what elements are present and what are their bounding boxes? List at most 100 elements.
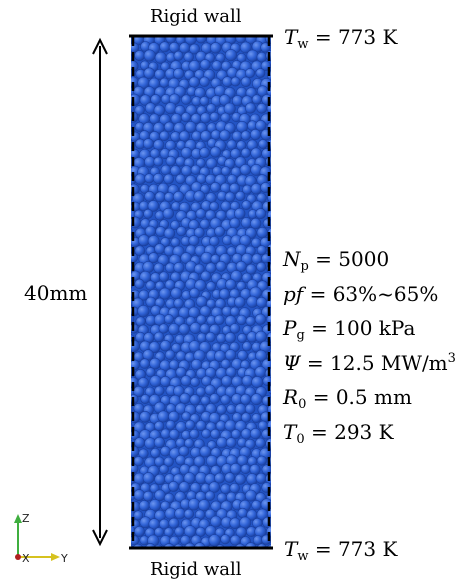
pebble [140,394,151,404]
pebble [142,261,155,273]
pebble [242,341,253,352]
pebble [220,534,231,545]
pebble [239,41,252,54]
pebble [267,508,271,519]
pebble-bed [131,37,271,547]
pebble [194,542,206,547]
pebble [189,43,200,55]
pebble [229,217,241,229]
pebble [251,94,262,105]
value: = 773 K [308,537,398,561]
pebble [175,454,186,466]
pebble [199,96,210,106]
value: = 5000 [308,247,390,271]
pebble [163,173,174,185]
pebble [142,490,154,502]
pebble [137,234,150,247]
param-particle-count: Np = 5000 [283,247,456,282]
value: = 293 K [304,419,394,444]
pebble [220,394,231,405]
pebble [176,226,187,237]
pebble [131,279,134,289]
pebble [225,49,238,62]
pebble [256,226,268,239]
pebble [170,237,181,248]
pebble [198,499,211,512]
pebble [179,392,191,405]
pebble [134,278,145,290]
pebble [134,173,146,185]
pebble [132,543,144,547]
pebble [241,374,254,387]
pebble [134,245,146,256]
subscript: 0 [298,397,307,412]
pebble [173,298,184,309]
pebble [229,517,241,529]
parameter-list: Np = 5000 pf = 63%~65% Pg = 100 kPa Ψ = … [283,247,456,454]
axis-y-label: Y [60,552,68,565]
pebble [160,164,172,176]
pebble [180,375,192,387]
pebble [196,332,207,343]
value: = 12.5 MW/m [300,350,448,375]
pebble [250,217,262,230]
pebble [184,542,196,547]
pebble [221,375,233,387]
symbol: R [283,385,299,409]
pebble [200,270,212,282]
pebble [163,456,174,467]
pebble [183,508,194,520]
pebble [181,94,192,105]
pebble [254,330,267,343]
pebble [226,404,237,414]
pebble [245,542,257,547]
pebble [138,500,150,512]
pebble [180,147,193,159]
pebble [209,146,222,158]
pebble [215,260,227,272]
pebble [160,445,171,457]
pebble [159,41,171,53]
pebble [131,404,134,415]
pebble [235,543,246,547]
pebble [214,314,225,325]
pebble [240,76,252,88]
pebble [220,483,231,495]
pebble [245,68,256,79]
pebble [162,207,175,220]
pebble [256,261,267,272]
pebble [245,263,257,275]
pebble [229,482,240,494]
pebble [229,182,240,194]
pebble [195,208,207,219]
pebble [256,103,268,114]
pebble [216,436,228,449]
pebble [229,306,240,317]
pebble [199,445,212,458]
pebble [214,225,225,237]
pebble [262,218,271,229]
pebble [165,155,177,167]
pebble [245,316,256,327]
pebble [168,428,180,440]
pebble [137,305,150,318]
pebble [158,271,170,282]
pebble [143,49,156,62]
pebble [153,436,165,449]
symbol: pf [283,281,304,306]
pebble [240,463,251,474]
pebble [142,472,155,484]
pebble [188,498,201,511]
pebble [190,377,200,387]
symbol: P [283,316,297,340]
pebble [173,543,184,547]
pebble [133,510,144,521]
value: = 63%~65% [303,281,439,306]
pebble [267,404,271,415]
pebble [218,288,231,300]
pebble [236,140,247,151]
pebble [256,455,267,466]
pebble [178,323,190,335]
pebble [133,385,145,398]
pebble [244,403,256,415]
